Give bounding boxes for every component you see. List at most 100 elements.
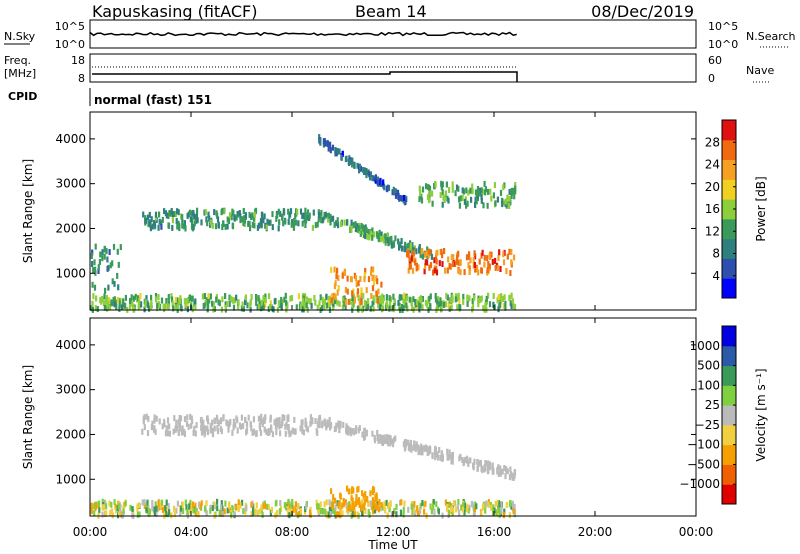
echo-cell <box>349 504 352 511</box>
echo-cell <box>265 428 268 435</box>
echo-cell <box>434 293 437 299</box>
echo-cell <box>448 449 451 456</box>
echo-cell <box>391 305 394 312</box>
echo-cell <box>302 298 305 304</box>
echo-cell <box>429 304 432 311</box>
echo-cell <box>436 304 439 311</box>
echo-cell <box>131 506 134 512</box>
echo-cell <box>384 507 387 514</box>
echo-cell <box>432 499 435 505</box>
echo-cell <box>388 295 391 302</box>
echo-cell <box>374 177 377 184</box>
echo-cell <box>492 293 495 299</box>
echo-cell <box>466 301 469 307</box>
echo-cell <box>309 414 312 421</box>
echo-cell <box>294 213 297 220</box>
echo-cell <box>324 211 327 218</box>
echo-cell <box>358 299 361 306</box>
echo-cell <box>279 508 282 515</box>
echo-cell <box>497 294 500 301</box>
echo-cell <box>367 276 371 283</box>
echo-cell <box>199 503 202 510</box>
nave-tick-top: 60 <box>708 54 722 67</box>
echo-cell <box>155 415 158 422</box>
echo-cell <box>322 300 325 307</box>
echo-cell <box>283 414 286 421</box>
echo-cell <box>421 500 424 506</box>
echo-cell <box>419 503 422 510</box>
echo-cell <box>161 216 164 223</box>
echo-cell <box>259 305 263 312</box>
echo-cell <box>386 237 389 244</box>
echo-cell <box>380 281 383 288</box>
echo-cell <box>337 274 340 281</box>
echo-cell <box>204 425 207 432</box>
echo-cell <box>433 257 436 264</box>
echo-cell <box>112 243 116 250</box>
echo-cell <box>402 511 405 518</box>
echo-cell <box>321 305 324 312</box>
echo-cell <box>328 416 331 423</box>
echo-cell <box>168 509 171 516</box>
echo-cell <box>103 245 106 252</box>
echo-cell <box>509 270 512 276</box>
echo-cell <box>489 461 492 468</box>
echo-cell <box>421 186 425 193</box>
echo-cell <box>417 302 420 309</box>
echo-cell <box>345 427 348 434</box>
echo-cell <box>279 430 282 437</box>
echo-cell <box>409 439 412 446</box>
echo-cell <box>332 215 335 222</box>
echo-cell <box>251 429 254 436</box>
colorbar-segment <box>722 199 736 220</box>
echo-cell <box>404 198 407 205</box>
x-tick-label: 04:00 <box>174 525 209 539</box>
echo-cell <box>353 162 356 169</box>
colorbar-tick-label: −100 <box>687 438 720 452</box>
echo-cell <box>465 457 468 463</box>
echo-cell <box>175 507 178 514</box>
echo-cell <box>268 293 271 300</box>
echo-cell <box>230 512 233 519</box>
echo-cell <box>271 431 274 438</box>
echo-cell <box>142 415 145 422</box>
echo-cell <box>309 509 312 516</box>
echo-cell <box>166 511 169 518</box>
echo-cell <box>129 504 132 511</box>
echo-cell <box>255 299 258 306</box>
echo-cell <box>363 276 366 283</box>
echo-cell <box>111 260 114 267</box>
echo-cell <box>428 295 431 302</box>
plot-title: Kapuskasing (fitACF) <box>92 2 257 21</box>
echo-cell <box>149 303 152 310</box>
echo-cell <box>365 168 368 174</box>
echo-cell <box>129 303 132 310</box>
echo-cell <box>465 202 468 209</box>
echo-cell <box>90 508 93 515</box>
echo-cell <box>340 509 343 515</box>
echo-cell <box>472 510 476 517</box>
echo-cell <box>480 295 483 302</box>
echo-cell <box>209 219 212 226</box>
echo-cell <box>326 512 329 519</box>
echo-cell <box>505 502 508 508</box>
echo-cell <box>268 219 271 226</box>
echo-cell <box>103 253 106 260</box>
echo-cell <box>434 454 437 461</box>
echo-cell <box>471 183 474 190</box>
echo-cell <box>512 187 515 194</box>
echo-cell <box>91 249 94 256</box>
echo-cell <box>209 504 212 511</box>
echo-cell <box>365 227 368 234</box>
echo-cell <box>492 301 495 308</box>
echo-cell <box>510 303 513 310</box>
echo-cell <box>514 185 517 192</box>
echo-cell <box>174 426 177 433</box>
echo-cell <box>181 222 184 229</box>
echo-cell <box>251 221 254 228</box>
echo-cell <box>304 212 307 219</box>
echo-cell <box>99 251 102 258</box>
echo-cell <box>196 207 199 214</box>
echo-cell <box>442 194 445 201</box>
echo-cell <box>293 217 296 224</box>
